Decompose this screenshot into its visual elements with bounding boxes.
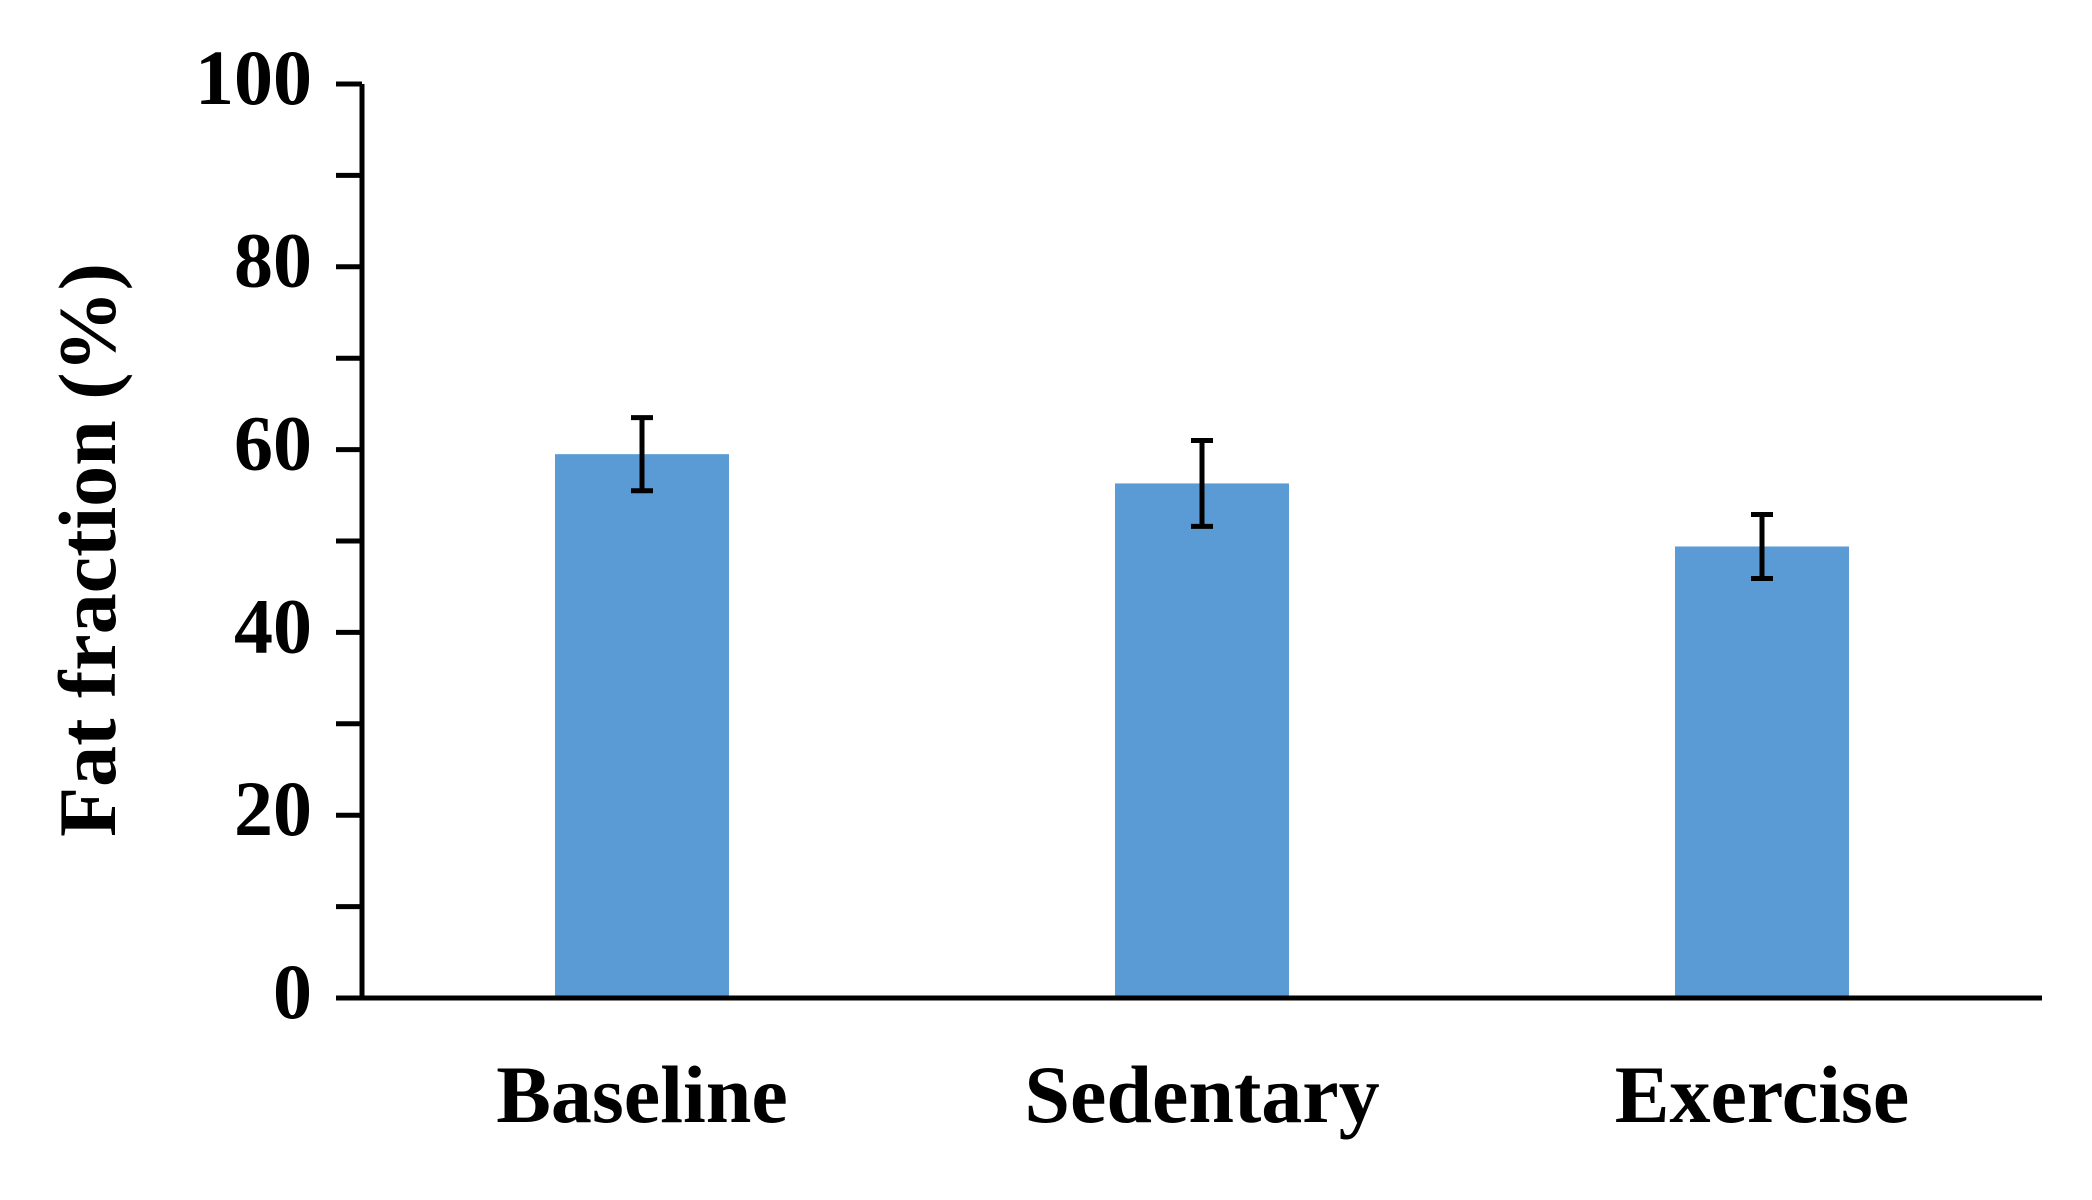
y-tick-label: 100 xyxy=(195,34,312,121)
error-bar-baseline xyxy=(631,415,653,494)
y-axis-title: Fat fraction (%) xyxy=(42,263,133,837)
error-bar-sedentary xyxy=(1191,437,1213,529)
bar-sedentary xyxy=(1115,483,1289,999)
error-bars-group xyxy=(631,415,1773,581)
x-tick-label: Baseline xyxy=(496,1049,788,1140)
x-tick-label: Exercise xyxy=(1615,1049,1910,1140)
y-tick-label: 40 xyxy=(234,582,312,669)
y-tick-label: 80 xyxy=(234,217,312,304)
x-axis: Baseline Sedentary Exercise xyxy=(336,995,2042,1140)
x-tick-label: Sedentary xyxy=(1024,1049,1379,1140)
y-tick-label: 60 xyxy=(234,400,312,487)
bars-group xyxy=(555,454,1849,999)
bar-exercise xyxy=(1675,546,1849,998)
bar-baseline xyxy=(555,454,729,998)
y-tick-label: 0 xyxy=(273,948,312,1035)
y-tick-label: 20 xyxy=(234,765,312,852)
y-axis: 0 20 40 60 80 100 xyxy=(195,34,365,1035)
error-bar-exercise xyxy=(1751,511,1773,581)
